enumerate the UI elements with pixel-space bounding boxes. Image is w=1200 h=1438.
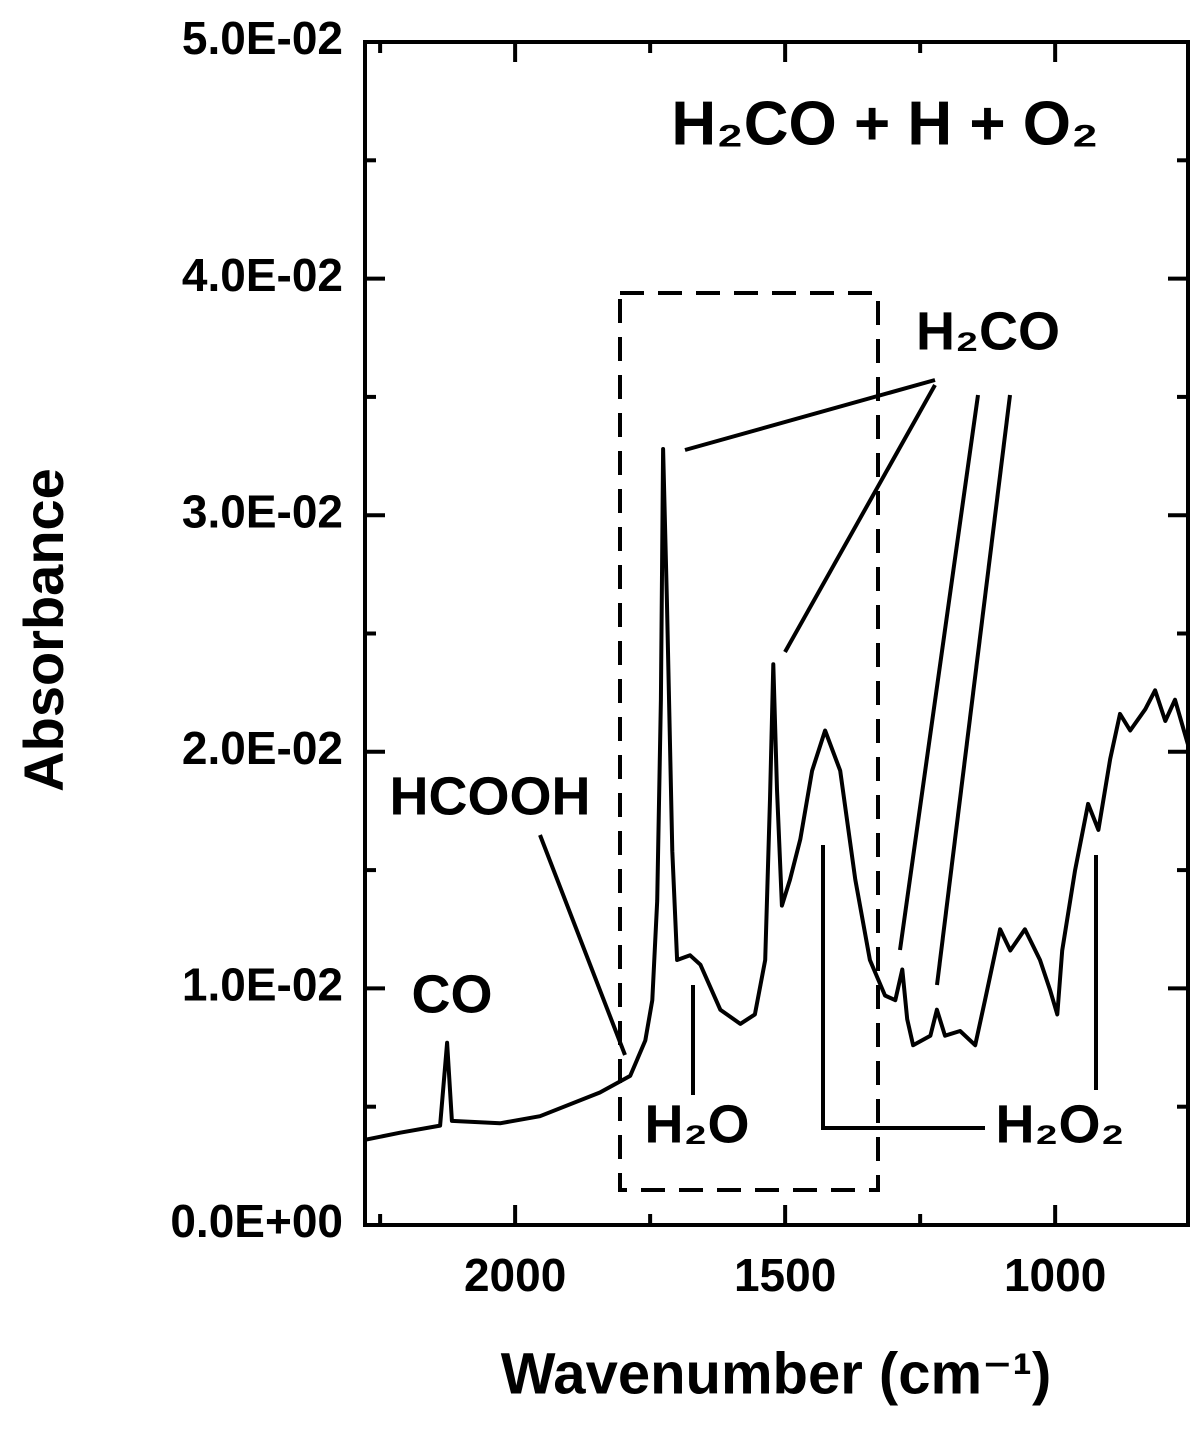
highlight-box — [618, 291, 880, 1192]
y-axis-label: Absorbance — [12, 468, 75, 792]
y-tick-label: 2.0E-02 — [182, 722, 343, 774]
annotation: H₂O — [645, 1094, 750, 1154]
x-tick-label: 1000 — [1004, 1249, 1106, 1301]
leader-line — [783, 384, 937, 653]
y-tick-label: 0.0E+00 — [170, 1195, 343, 1247]
leader-line — [898, 394, 980, 951]
plot-frame — [363, 40, 1190, 1227]
y-tick-label: 1.0E-02 — [182, 959, 343, 1011]
leader-line — [538, 834, 627, 1056]
y-tick-label: 3.0E-02 — [182, 485, 343, 537]
annotation: CO — [412, 964, 493, 1024]
leader-line — [821, 845, 985, 1130]
x-tick-label: 2000 — [464, 1249, 566, 1301]
leader-lines — [538, 378, 1098, 1130]
y-tick-label: 5.0E-02 — [182, 12, 343, 64]
y-tick-label: 4.0E-02 — [182, 249, 343, 301]
spectrum-line — [364, 447, 1190, 1142]
leader-line — [684, 378, 936, 452]
leader-line — [935, 394, 1012, 986]
annotation: H₂O₂ — [996, 1094, 1125, 1154]
x-tick-label: 1500 — [734, 1249, 836, 1301]
chart-title: H₂CO + H + O₂ — [671, 89, 1098, 158]
annotation: HCOOH — [390, 766, 591, 826]
annotation: H₂CO — [916, 301, 1060, 361]
x-axis-label: Wavenumber (cm⁻¹) — [501, 1341, 1052, 1406]
